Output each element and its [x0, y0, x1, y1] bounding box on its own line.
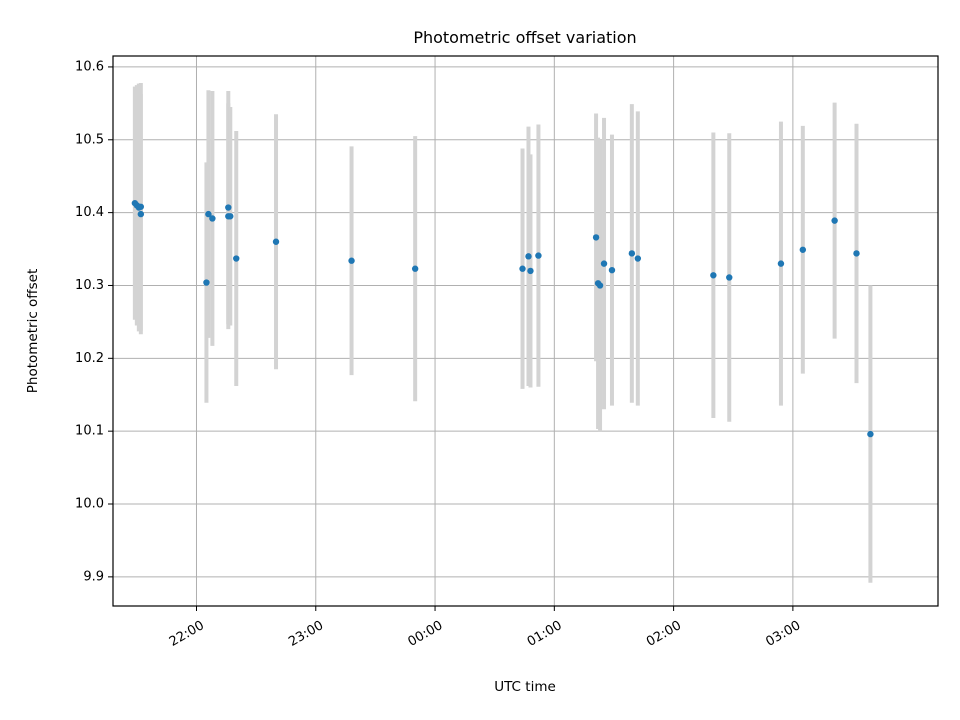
data-point — [831, 217, 838, 224]
data-point — [411, 265, 419, 272]
data-point — [867, 430, 874, 438]
y-tick-label: 10.6 — [75, 59, 104, 74]
data-point — [137, 203, 145, 210]
y-tick-label: 10.5 — [75, 132, 104, 147]
data-point — [233, 255, 240, 262]
chart-title: Photometric offset variation — [413, 28, 636, 47]
data-point — [527, 267, 534, 275]
data-point — [209, 215, 216, 222]
data-point — [348, 257, 355, 264]
data-point — [137, 210, 145, 218]
y-tick-label: 10.0 — [75, 497, 104, 512]
y-tick-label: 10.3 — [75, 278, 104, 293]
data-point — [608, 266, 616, 274]
data-point — [596, 282, 604, 289]
data-point — [203, 279, 210, 286]
data-point — [519, 265, 526, 272]
data-point — [535, 252, 542, 259]
data-point — [634, 255, 642, 262]
data-point — [799, 246, 807, 253]
point-layer — [131, 199, 874, 438]
data-point — [777, 260, 785, 267]
data-point — [227, 213, 234, 220]
y-tick-label: 10.4 — [75, 205, 104, 220]
y-axis-label: Photometric offset — [25, 269, 41, 393]
data-point — [628, 250, 636, 257]
data-point — [710, 272, 717, 279]
grid-layer — [113, 56, 938, 606]
y-axis-ticks: 9.9 10.0 10.1 10.2 10.3 10.4 10.5 10.6 — [75, 59, 113, 584]
x-axis-label: UTC time — [494, 679, 556, 695]
y-tick-label: 9.9 — [83, 569, 104, 584]
data-point — [592, 234, 600, 241]
data-point — [225, 204, 232, 211]
data-point — [853, 250, 860, 257]
data-point — [205, 210, 212, 218]
data-point — [272, 238, 280, 245]
y-tick-label: 10.2 — [75, 351, 104, 366]
data-point — [600, 260, 608, 267]
plot-frame — [112, 55, 939, 607]
y-tick-label: 10.1 — [75, 424, 104, 439]
data-point — [525, 253, 532, 260]
data-point — [726, 274, 733, 281]
